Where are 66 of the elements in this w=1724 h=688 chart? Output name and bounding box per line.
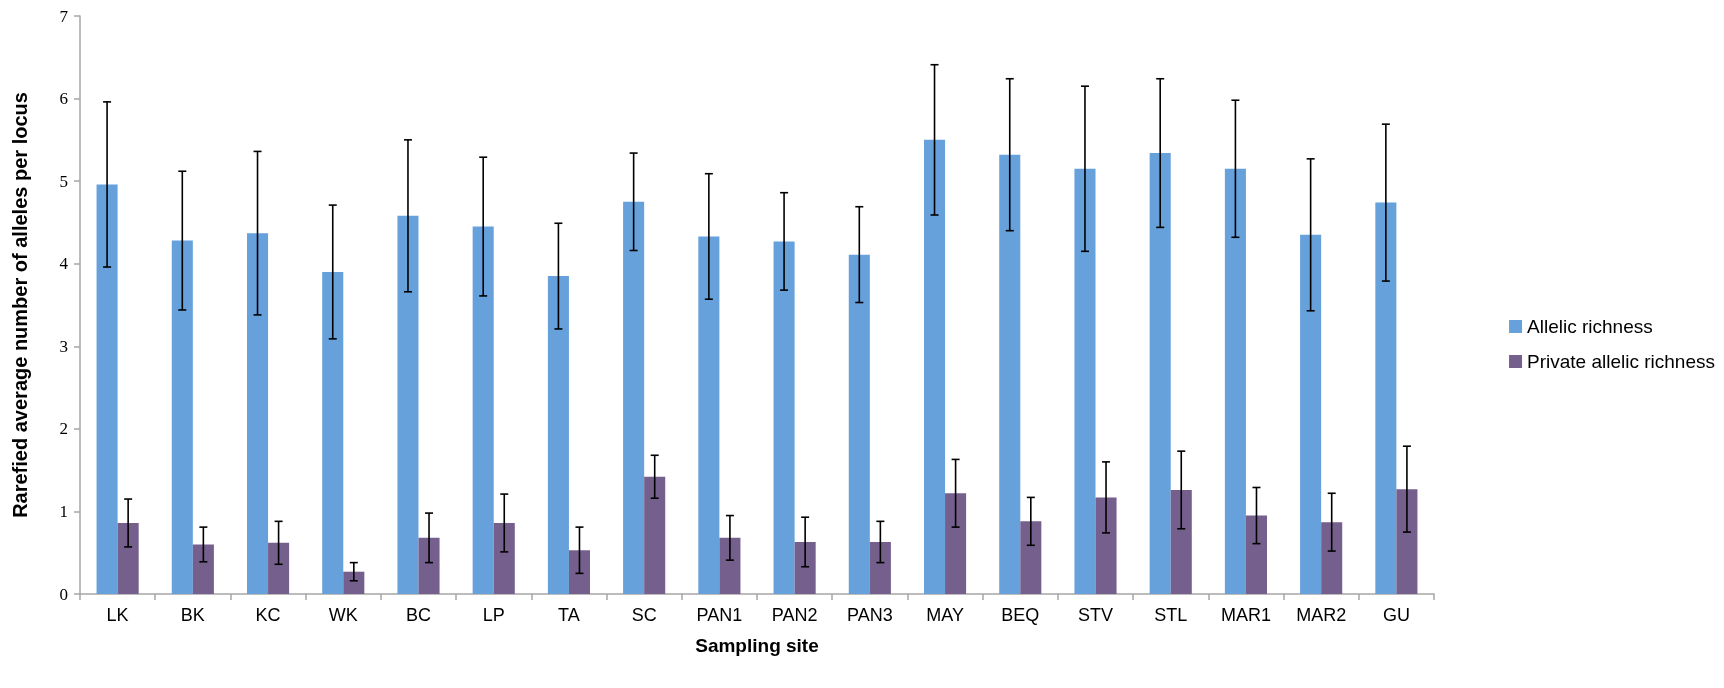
bar (568, 550, 591, 594)
y-tick-label: 2 (59, 419, 68, 439)
x-tick-label: BEQ (1001, 605, 1040, 625)
x-tick-label: KC (255, 605, 281, 625)
x-tick-label: STV (1077, 605, 1114, 625)
x-tick-label: MAY (926, 605, 964, 625)
bar (773, 241, 795, 594)
bar (1245, 515, 1268, 594)
bar (698, 236, 720, 594)
x-tick-label: GU (1382, 605, 1410, 625)
y-tick-label: 6 (59, 89, 68, 109)
y-tick-label: 0 (59, 584, 68, 604)
legend-label: Allelic richness (1527, 316, 1653, 337)
x-tick-label: MAR1 (1220, 605, 1271, 625)
bar (493, 522, 515, 594)
bar (343, 571, 365, 594)
bar (322, 271, 344, 594)
x-tick-label: WK (328, 605, 358, 625)
bar (1149, 153, 1171, 594)
legend-label: Private allelic richness (1527, 351, 1716, 372)
bar (117, 522, 139, 594)
bar (268, 542, 290, 594)
bar (547, 276, 569, 594)
bar (1170, 489, 1192, 594)
bar (869, 541, 891, 594)
bar (1020, 521, 1042, 594)
x-tick-label: PAN3 (846, 605, 893, 625)
x-tick-label: LP (482, 605, 505, 625)
bar (945, 493, 967, 594)
bar (1396, 489, 1418, 594)
bar (192, 544, 214, 594)
bar (472, 226, 494, 594)
bar (848, 254, 870, 594)
x-tick-label: TA (558, 605, 580, 625)
y-tick-label: 7 (59, 6, 69, 26)
x-tick-label: PAN2 (771, 605, 818, 625)
bar (1074, 168, 1096, 594)
x-axis-title: Sampling site (695, 635, 819, 656)
bar (96, 184, 118, 594)
bar (418, 537, 440, 594)
bar (1321, 522, 1343, 594)
bar (999, 154, 1021, 594)
bar (246, 233, 269, 594)
x-tick-label: PAN1 (696, 605, 743, 625)
x-tick-label: SC (631, 605, 657, 625)
bar (1224, 168, 1246, 594)
y-tick-label: 3 (59, 336, 68, 356)
bar (644, 476, 666, 594)
x-tick-label: STL (1154, 605, 1188, 625)
bar (923, 139, 946, 594)
x-tick-label: LK (106, 605, 129, 625)
bar (623, 201, 645, 594)
bar (397, 215, 419, 594)
y-tick-label: 1 (59, 501, 68, 521)
bar (719, 537, 741, 594)
bar (794, 541, 816, 594)
y-tick-label: 5 (59, 171, 68, 191)
x-tick-label: BC (405, 605, 432, 625)
y-axis-title: Rarefied average number of alleles per locus (9, 92, 31, 518)
bar (1095, 497, 1117, 594)
x-tick-label: BK (180, 605, 205, 625)
x-tick-label: MAR2 (1296, 605, 1347, 625)
bar (1375, 202, 1397, 594)
bar (1300, 234, 1322, 594)
y-tick-label: 4 (59, 254, 69, 274)
bar (171, 240, 193, 594)
